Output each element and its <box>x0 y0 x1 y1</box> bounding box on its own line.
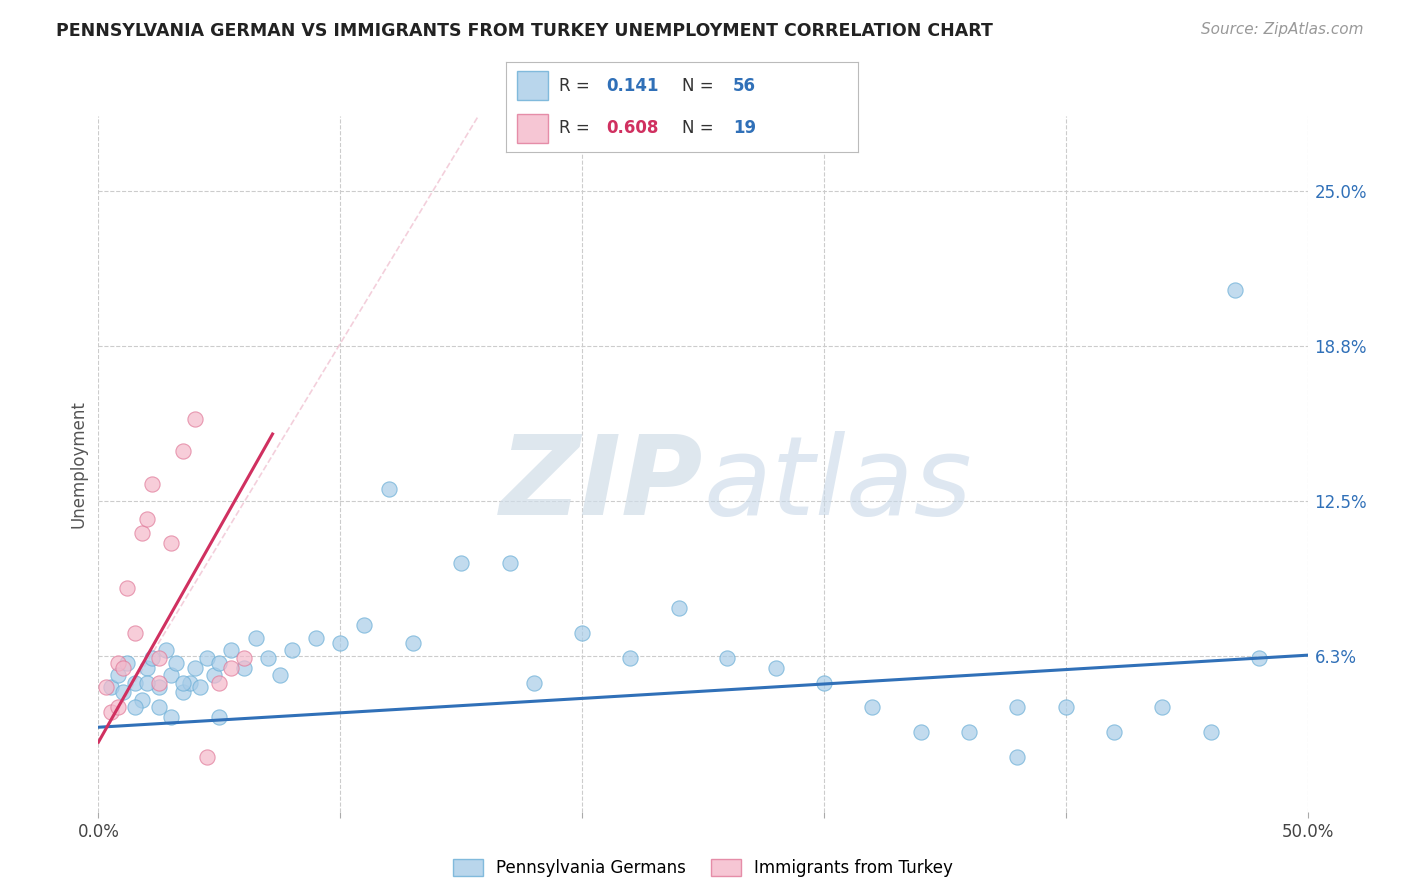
Point <box>910 725 932 739</box>
Point <box>148 700 170 714</box>
Point <box>160 710 183 724</box>
Point <box>107 700 129 714</box>
Text: R =: R = <box>560 120 595 137</box>
Point <box>860 700 883 714</box>
Point <box>135 675 157 690</box>
Point <box>124 700 146 714</box>
Point <box>498 556 520 570</box>
Point <box>1007 700 1029 714</box>
Point <box>172 685 194 699</box>
Point <box>256 650 278 665</box>
Point <box>160 536 183 550</box>
Point <box>141 650 163 665</box>
Point <box>111 685 134 699</box>
Point <box>148 675 170 690</box>
Text: Source: ZipAtlas.com: Source: ZipAtlas.com <box>1201 22 1364 37</box>
Point <box>208 675 231 690</box>
Point <box>353 618 375 632</box>
Point <box>160 668 183 682</box>
Point <box>716 650 738 665</box>
Text: R =: R = <box>560 77 595 95</box>
Point <box>135 660 157 674</box>
Point <box>204 668 226 682</box>
Text: N =: N = <box>682 77 718 95</box>
Point <box>1054 700 1077 714</box>
FancyBboxPatch shape <box>517 71 548 100</box>
Text: ZIP: ZIP <box>499 431 703 538</box>
Point <box>245 631 267 645</box>
Point <box>523 675 546 690</box>
Point <box>131 693 153 707</box>
Point <box>765 660 787 674</box>
Point <box>957 725 980 739</box>
Point <box>111 660 134 674</box>
Point <box>148 650 170 665</box>
Point <box>305 631 328 645</box>
Point <box>1102 725 1125 739</box>
Point <box>107 656 129 670</box>
Text: PENNSYLVANIA GERMAN VS IMMIGRANTS FROM TURKEY UNEMPLOYMENT CORRELATION CHART: PENNSYLVANIA GERMAN VS IMMIGRANTS FROM T… <box>56 22 993 40</box>
Point <box>107 668 129 682</box>
Point <box>117 656 139 670</box>
Point <box>124 625 146 640</box>
Point <box>1152 700 1174 714</box>
Point <box>94 681 117 695</box>
Point <box>179 675 201 690</box>
Point <box>450 556 472 570</box>
Point <box>155 643 177 657</box>
Point <box>281 643 304 657</box>
Point <box>402 636 425 650</box>
Text: 56: 56 <box>733 77 756 95</box>
Point <box>117 581 139 595</box>
Point <box>329 636 352 650</box>
Point <box>1199 725 1222 739</box>
Point <box>195 650 218 665</box>
Text: 0.141: 0.141 <box>606 77 659 95</box>
Point <box>131 526 153 541</box>
Point <box>184 412 207 426</box>
Point <box>141 476 163 491</box>
Point <box>269 668 291 682</box>
Point <box>232 660 254 674</box>
Y-axis label: Unemployment: Unemployment <box>69 400 87 528</box>
Point <box>148 681 170 695</box>
Point <box>172 675 194 690</box>
Legend: Pennsylvania Germans, Immigrants from Turkey: Pennsylvania Germans, Immigrants from Tu… <box>446 852 960 883</box>
Point <box>571 625 593 640</box>
Point <box>232 650 254 665</box>
Point <box>100 706 122 720</box>
FancyBboxPatch shape <box>517 114 548 143</box>
Point <box>221 643 243 657</box>
Point <box>1007 750 1029 764</box>
Point <box>124 675 146 690</box>
Point <box>100 681 122 695</box>
Point <box>1223 283 1246 297</box>
Point <box>619 650 641 665</box>
Point <box>195 750 218 764</box>
Point <box>135 511 157 525</box>
Text: 0.608: 0.608 <box>606 120 659 137</box>
Point <box>668 601 690 615</box>
Text: atlas: atlas <box>703 431 972 538</box>
Point <box>208 710 231 724</box>
Point <box>377 482 399 496</box>
Point <box>1249 650 1271 665</box>
Point <box>208 656 231 670</box>
Point <box>165 656 187 670</box>
Point <box>172 444 194 458</box>
Point <box>188 681 211 695</box>
Point <box>221 660 243 674</box>
Point <box>813 675 835 690</box>
Point <box>184 660 207 674</box>
Text: 19: 19 <box>733 120 756 137</box>
Text: N =: N = <box>682 120 718 137</box>
